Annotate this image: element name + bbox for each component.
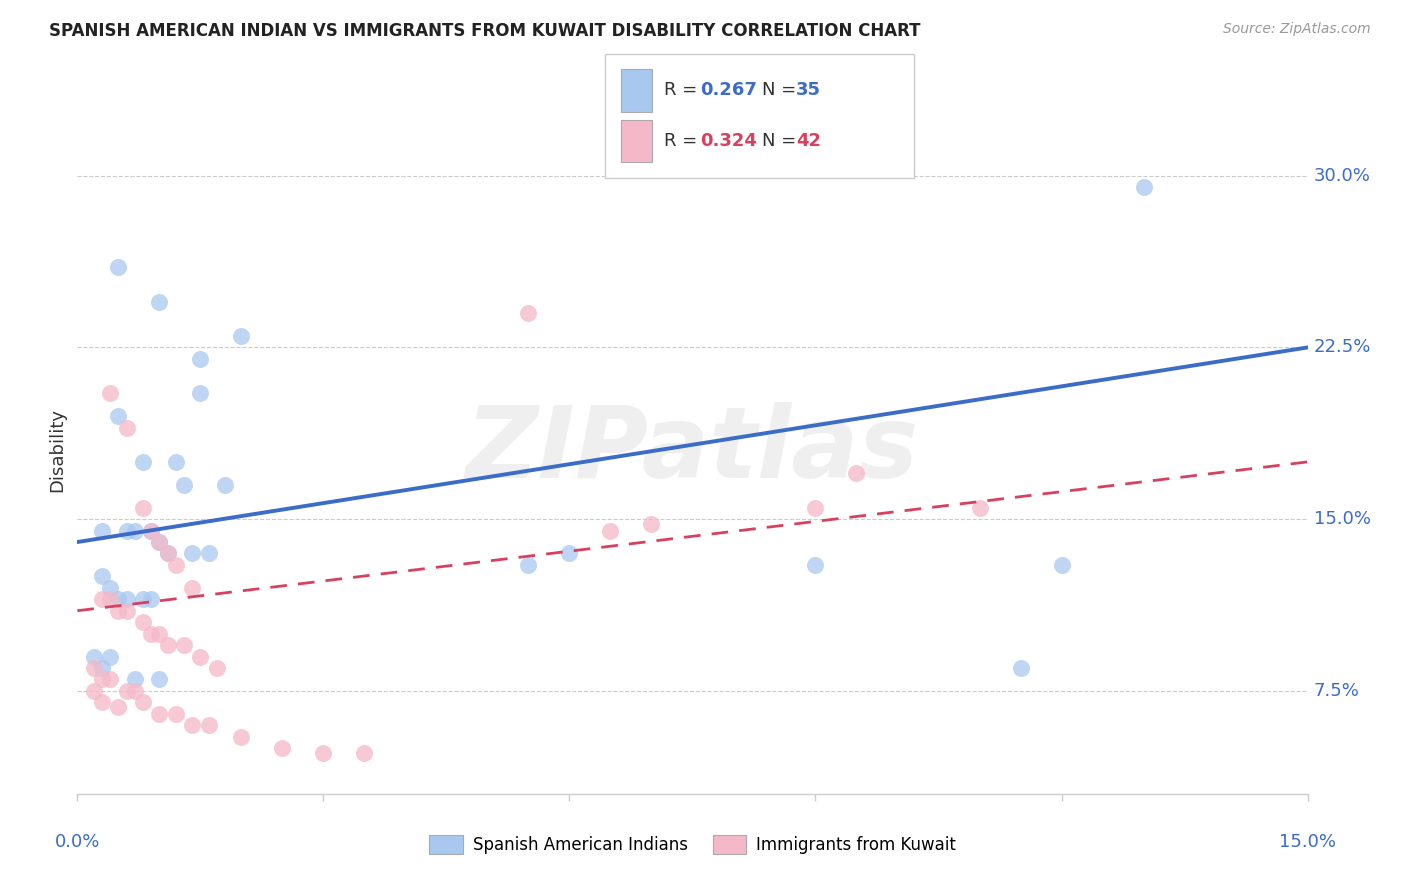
Point [181, 718, 204, 732]
Point [90, 661, 114, 675]
Point [98, 673, 121, 687]
Point [188, 386, 212, 401]
Point [148, 535, 170, 549]
Point [132, 500, 155, 515]
Point [231, 730, 253, 744]
Point [804, 558, 827, 572]
Point [312, 746, 335, 760]
Text: 0.0%: 0.0% [55, 833, 100, 851]
Point [124, 524, 146, 538]
Point [156, 546, 179, 561]
Point [141, 524, 163, 538]
Point [188, 351, 212, 366]
Point [1010, 661, 1032, 675]
Point [107, 260, 129, 275]
Point [165, 558, 187, 572]
Text: R =: R = [664, 81, 703, 99]
Point [165, 455, 187, 469]
Point [148, 706, 170, 721]
Point [107, 604, 129, 618]
Point [90, 695, 114, 709]
Point [83, 684, 105, 698]
Point [98, 592, 121, 607]
Point [141, 524, 163, 538]
Point [132, 455, 155, 469]
Point [90, 592, 114, 607]
Point [173, 638, 195, 652]
Point [115, 592, 138, 607]
Text: N =: N = [762, 132, 801, 150]
Point [83, 649, 105, 664]
Point [107, 409, 129, 424]
Point [132, 695, 155, 709]
Point [115, 420, 138, 434]
Point [181, 581, 204, 595]
Point [804, 500, 827, 515]
Point [98, 386, 121, 401]
Point [165, 706, 187, 721]
Text: 15.0%: 15.0% [1313, 510, 1371, 528]
Text: 0.324: 0.324 [700, 132, 756, 150]
Text: 15.0%: 15.0% [1279, 833, 1336, 851]
Point [132, 592, 155, 607]
Point [231, 329, 253, 343]
Point [115, 604, 138, 618]
Point [599, 524, 621, 538]
Point [90, 524, 114, 538]
Point [214, 478, 236, 492]
Text: ZIPatlas: ZIPatlas [465, 402, 920, 499]
Point [132, 615, 155, 630]
Point [107, 699, 129, 714]
Point [98, 581, 121, 595]
Point [205, 661, 228, 675]
Point [141, 592, 163, 607]
Point [181, 546, 204, 561]
Point [148, 673, 170, 687]
Point [845, 467, 868, 481]
Point [98, 649, 121, 664]
Point [517, 558, 540, 572]
Point [115, 684, 138, 698]
Text: 35: 35 [796, 81, 821, 99]
Text: 30.0%: 30.0% [1313, 167, 1371, 185]
Text: 22.5%: 22.5% [1313, 338, 1371, 357]
Text: 0.267: 0.267 [700, 81, 756, 99]
Point [90, 673, 114, 687]
Point [148, 535, 170, 549]
Point [156, 638, 179, 652]
Point [188, 649, 212, 664]
Point [197, 546, 219, 561]
Point [115, 524, 138, 538]
Point [148, 626, 170, 640]
Point [640, 516, 662, 531]
Point [107, 592, 129, 607]
Point [1050, 558, 1073, 572]
Text: 42: 42 [796, 132, 821, 150]
Point [1132, 180, 1154, 194]
Point [558, 546, 581, 561]
Y-axis label: Disability: Disability [48, 409, 66, 492]
Point [148, 294, 170, 309]
Point [197, 718, 219, 732]
Point [969, 500, 991, 515]
Point [353, 746, 375, 760]
Text: R =: R = [664, 132, 703, 150]
Legend: Spanish American Indians, Immigrants from Kuwait: Spanish American Indians, Immigrants fro… [423, 829, 962, 861]
Text: SPANISH AMERICAN INDIAN VS IMMIGRANTS FROM KUWAIT DISABILITY CORRELATION CHART: SPANISH AMERICAN INDIAN VS IMMIGRANTS FR… [49, 22, 921, 40]
Text: Source: ZipAtlas.com: Source: ZipAtlas.com [1223, 22, 1371, 37]
Point [173, 478, 195, 492]
Point [156, 546, 179, 561]
Point [83, 661, 105, 675]
Point [124, 673, 146, 687]
Point [141, 626, 163, 640]
Text: N =: N = [762, 81, 801, 99]
Point [90, 569, 114, 583]
Point [124, 684, 146, 698]
Point [271, 741, 294, 756]
Point [517, 306, 540, 320]
Text: 7.5%: 7.5% [1313, 681, 1360, 700]
